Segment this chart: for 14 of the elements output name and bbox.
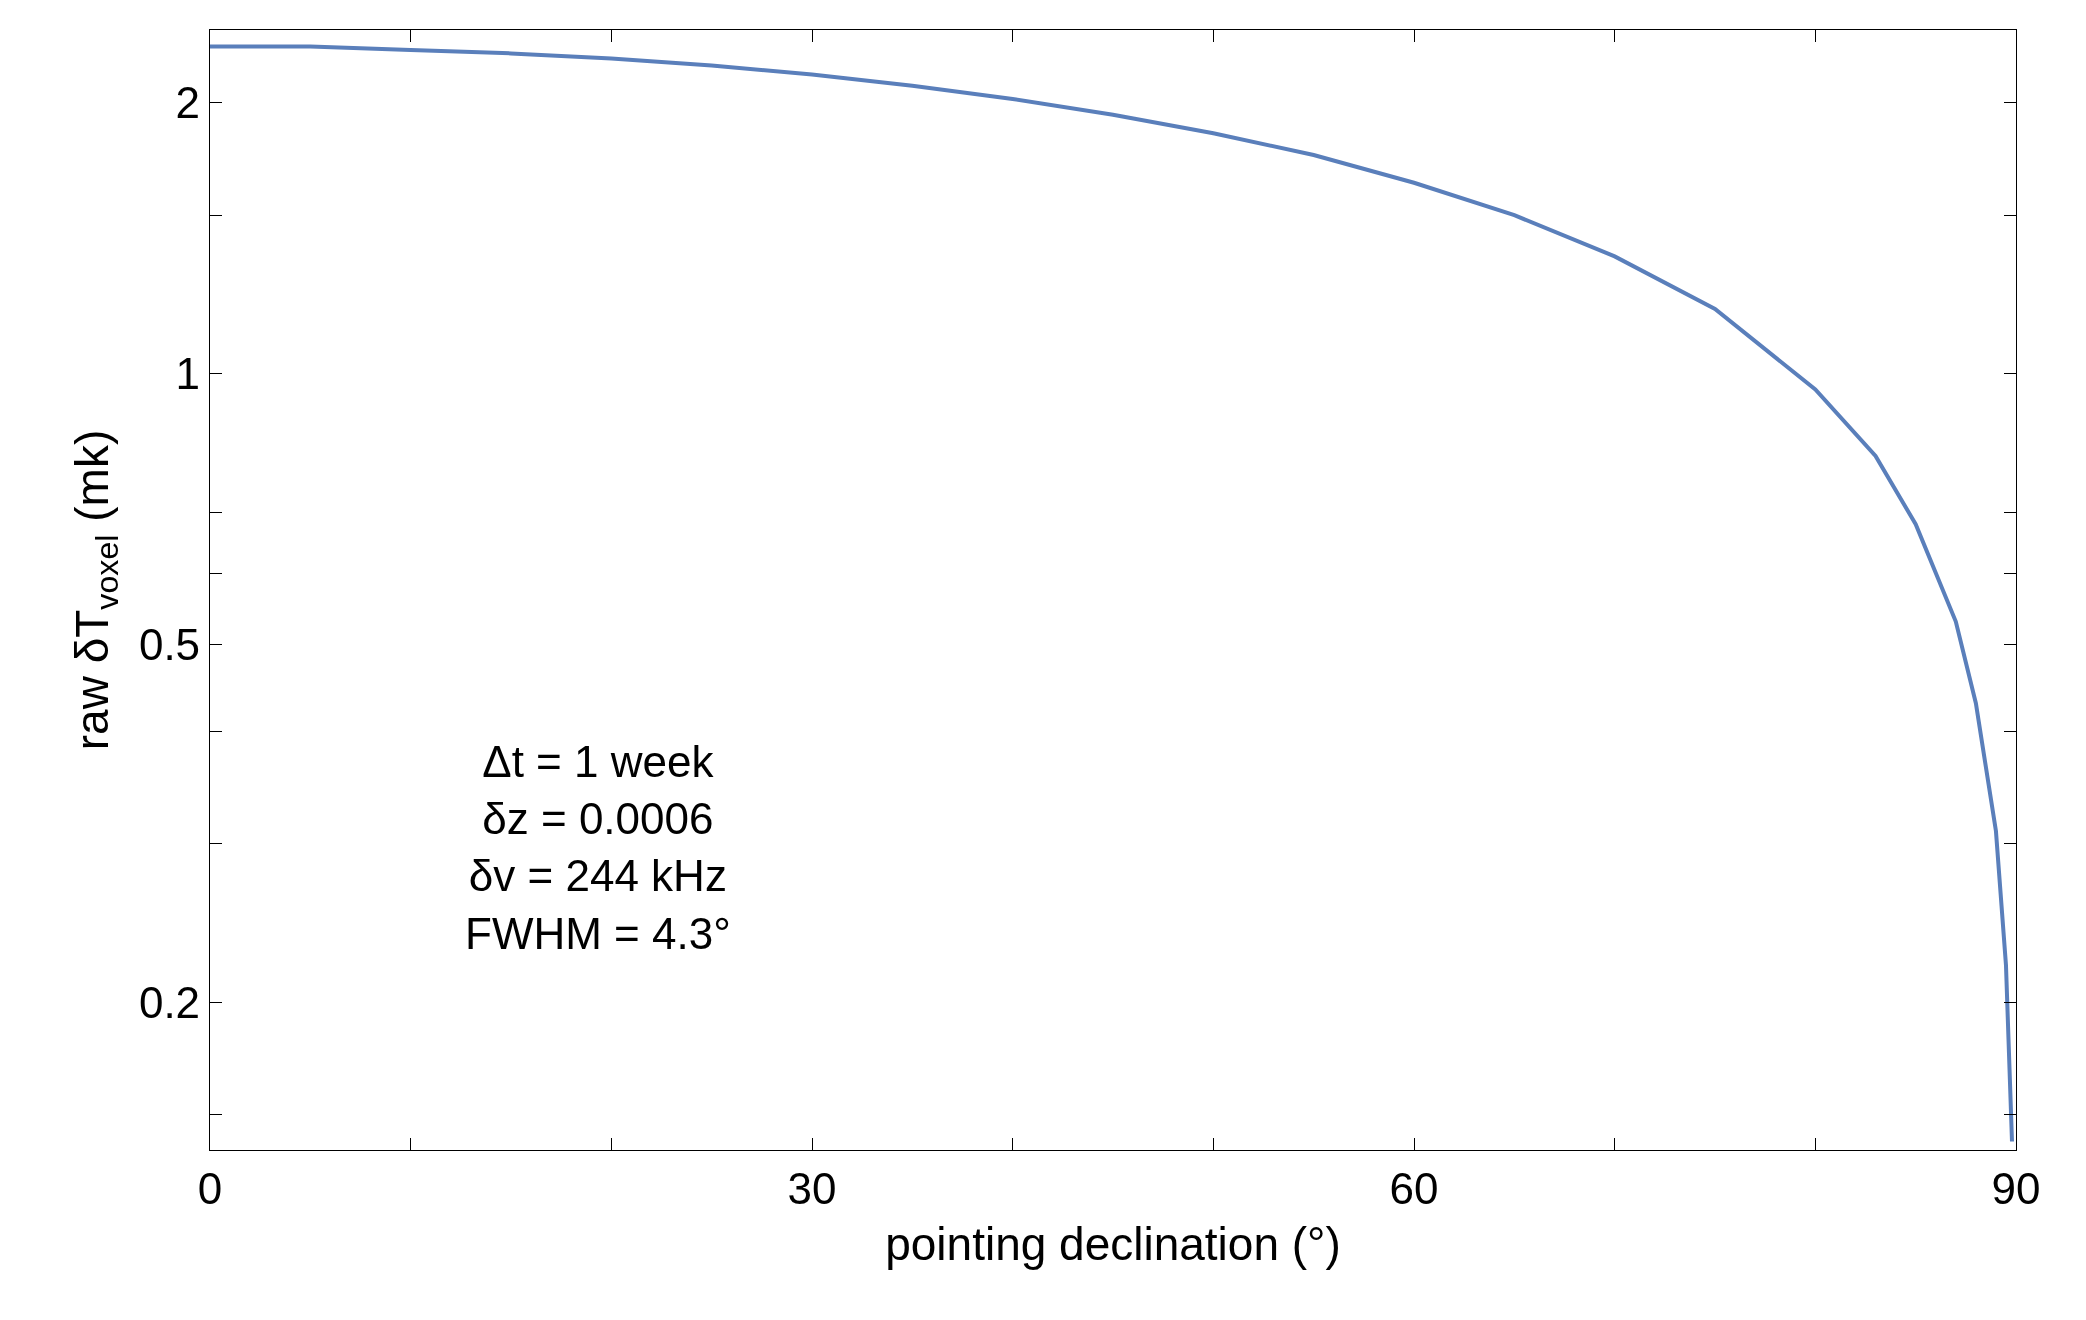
annotation: δz = 0.0006: [482, 794, 714, 844]
line-series: [210, 44, 2014, 1144]
x-tick-label: 60: [1389, 1163, 1439, 1213]
x-axis-title: pointing declination (°): [885, 1217, 1341, 1270]
y-tick-label: 0.2: [138, 977, 201, 1027]
annotation: δv = 244 kHz: [468, 851, 727, 901]
annotation: FWHM = 4.3°: [465, 908, 731, 958]
y-tick-label: 1: [175, 348, 201, 398]
y-tick-label: 0.5: [138, 619, 201, 669]
annotation: Δt = 1 week: [482, 737, 715, 786]
x-tick-label: 30: [787, 1163, 837, 1213]
x-tick-label: 0: [197, 1163, 223, 1213]
y-tick-label: 2: [175, 78, 201, 128]
x-tick-label: 90: [1991, 1163, 2041, 1213]
